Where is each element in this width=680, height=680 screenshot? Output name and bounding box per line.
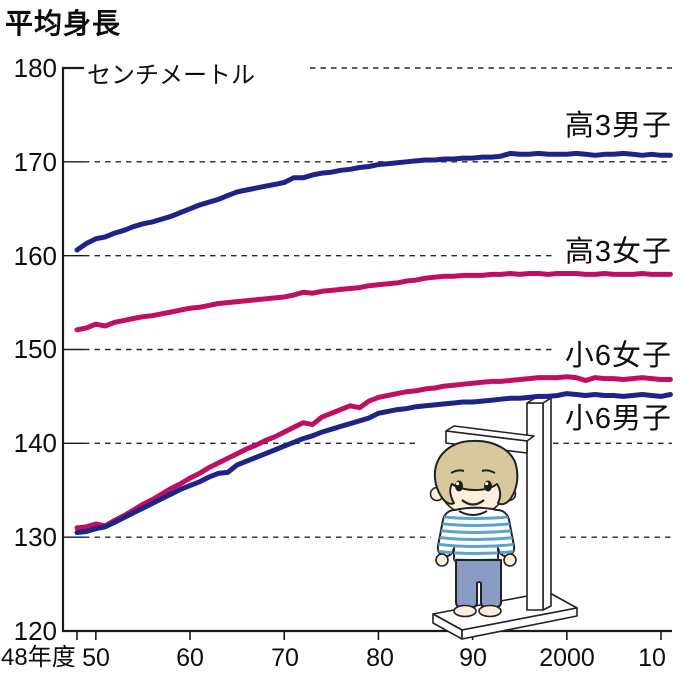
y-tick-170: 170 <box>13 147 57 177</box>
axes <box>61 66 672 633</box>
y-tick-180: 180 <box>13 53 57 83</box>
x-tick-1970: 70 <box>271 644 299 672</box>
x-tick-1980: 80 <box>366 644 394 672</box>
series-line-k3-boys <box>74 150 673 253</box>
x-tick-1950: 50 <box>82 644 110 672</box>
series-label-k3-boys: 高3男子 <box>564 110 672 142</box>
y-tick-120: 120 <box>13 616 57 646</box>
series-label-e6-girls: 小6女子 <box>564 340 672 372</box>
series-line-e6-boys <box>74 391 673 535</box>
series-label-k3-girls: 高3女子 <box>564 236 672 268</box>
x-tick-2000: 2000 <box>539 644 595 672</box>
series-label-e6-boys: 小6男子 <box>564 403 672 435</box>
x-tick-1960: 60 <box>176 644 204 672</box>
y-tick-140: 140 <box>13 428 57 458</box>
boy-figure-icon <box>429 439 519 618</box>
series-layer <box>74 150 673 535</box>
series-line-e6-girls <box>74 374 673 531</box>
child-measurement-illustration <box>429 397 578 640</box>
y-tick-160: 160 <box>13 241 57 271</box>
grid-layer <box>61 66 672 640</box>
y-axis-unit-label: センチメートル <box>87 62 255 89</box>
x-tick-2010: 10 <box>638 644 666 672</box>
y-tick-150: 150 <box>13 334 57 364</box>
y-tick-130: 130 <box>13 522 57 552</box>
chart-title: 平均身長 <box>5 8 122 39</box>
x-tick-1990: 90 <box>459 644 487 672</box>
series-line-k3-girls <box>74 271 673 333</box>
x-tick-1948: 48年度 <box>1 644 76 671</box>
stadiometer-column-icon <box>445 397 552 611</box>
